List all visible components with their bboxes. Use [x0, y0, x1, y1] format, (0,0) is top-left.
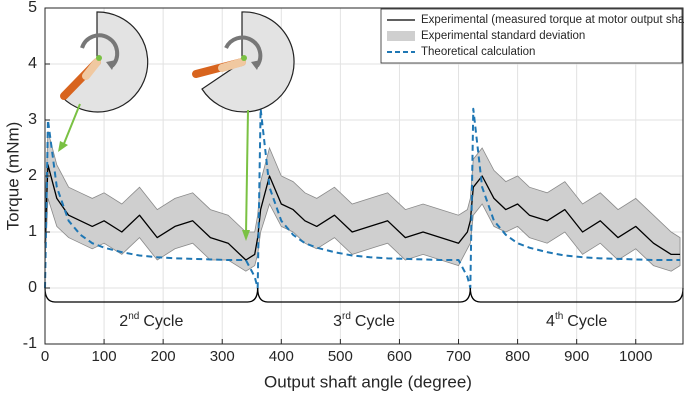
cycle-label-part: 2: [119, 313, 128, 330]
legend: Experimental (measured torque at motor o…: [380, 8, 684, 64]
y-tick-label: 3: [28, 111, 37, 128]
x-axis-label: Output shaft angle (degree): [264, 372, 472, 391]
y-tick-label: 4: [28, 55, 37, 72]
cycle-label-part: 4: [546, 313, 555, 330]
cycle-label-part: 3: [333, 313, 342, 330]
cycle-label: 2nd Cycle: [119, 311, 183, 330]
cycle-label: 3rd Cycle: [333, 311, 395, 330]
x-tick-label: 1000: [619, 348, 652, 365]
cycle-brace: [469, 287, 684, 303]
y-tick-label: 5: [28, 0, 37, 16]
plot-data: 2nd Cycle 3rd Cycle 4th Cycle: [44, 107, 684, 330]
x-tick-label: 900: [564, 348, 589, 365]
cycle-label-part: Cycle: [567, 313, 607, 330]
x-tick-label: 300: [210, 348, 235, 365]
cycle-label-part: th: [555, 311, 563, 322]
cycle-label: 4th Cycle: [546, 311, 607, 330]
cycle-label-part: Cycle: [143, 313, 183, 330]
x-tick-label: 800: [505, 348, 530, 365]
x-tick-label: 700: [446, 348, 471, 365]
y-axis-label: Torque (mNm): [3, 122, 22, 231]
legend-box: [380, 8, 683, 64]
x-tick-label: 200: [151, 348, 176, 365]
y-tick-label: 1: [28, 223, 37, 240]
std-band: [44, 131, 681, 272]
legend-label: Theoretical calculation: [421, 46, 535, 58]
y-tick-label: -1: [23, 335, 37, 352]
theoretical-line: [44, 107, 681, 289]
legend-swatch: [387, 31, 415, 41]
cycle-label-part: nd: [128, 311, 139, 322]
x-tick-label: 500: [328, 348, 353, 365]
x-tick-label: 0: [41, 348, 49, 365]
cycle-brace: [257, 287, 471, 303]
inset-illustration: [58, 11, 295, 241]
x-tick-label: 100: [92, 348, 117, 365]
x-tick-label: 600: [387, 348, 412, 365]
y-tick-label: 0: [28, 279, 37, 296]
y-tick-label: 2: [28, 167, 37, 184]
cycle-label-part: Cycle: [355, 313, 395, 330]
legend-label: Experimental standard deviation: [421, 30, 585, 42]
cycle-label-part: rd: [342, 311, 351, 322]
x-tick-label: 400: [269, 348, 294, 365]
mean-line: [44, 164, 681, 261]
legend-label: Experimental (measured torque at motor o…: [421, 14, 684, 26]
cycle-brace: [44, 287, 259, 303]
